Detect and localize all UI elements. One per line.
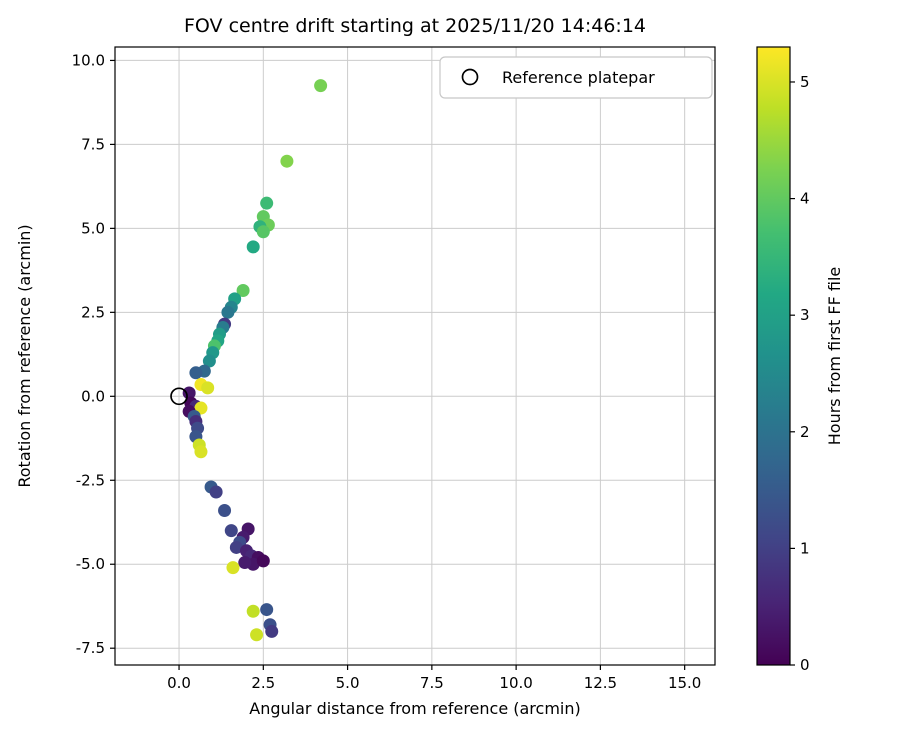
colorbar: 0 1 2 3 4 5 Hours from first FF file [756, 46, 844, 674]
scatter-point [256, 554, 270, 568]
x-tick-label: 15.0 [668, 674, 701, 692]
scatter-point [314, 79, 328, 93]
axes-frame-layer: 0.0 2.5 5.0 7.5 10.0 12.5 15.0 -7.5 -5.0 -2.5 0.0 2… [72, 46, 716, 692]
colorbar-tick-label: 0 [800, 656, 810, 674]
colorbar-gradient [756, 46, 791, 666]
reference-platepar-legend-marker-icon [461, 68, 479, 86]
scatter-points-layer [170, 79, 328, 642]
scatter-point [182, 386, 196, 400]
scatter-point [194, 445, 208, 459]
scatter-point [246, 240, 260, 254]
legend: Reference platepar [439, 56, 713, 99]
x-tick-label: 0.0 [167, 674, 191, 692]
y-tick-label: 7.5 [81, 135, 105, 153]
x-tick-label: 2.5 [251, 674, 275, 692]
y-tick-label: 0.0 [81, 387, 105, 405]
y-tick-label: -5.0 [76, 555, 105, 573]
colorbar-tick-label: 2 [800, 423, 810, 441]
colorbar-tick-label: 3 [800, 306, 810, 324]
scatter-point [260, 196, 274, 210]
scatter-point [221, 305, 235, 319]
reference-platepar-marker [170, 387, 188, 406]
scatter-point [236, 284, 250, 298]
y-tick-label: 2.5 [81, 303, 105, 321]
y-tick-label: 5.0 [81, 219, 105, 237]
scatter-point [246, 604, 260, 618]
scatter-point [226, 561, 240, 575]
scatter-point [256, 225, 270, 239]
scatter-point [280, 154, 294, 168]
chart-title: FOV centre drift starting at 2025/11/20 … [184, 15, 646, 37]
x-tick-label: 10.0 [499, 674, 532, 692]
y-tick-label: -7.5 [76, 639, 105, 657]
scatter-point [201, 381, 215, 395]
x-axis-label: Angular distance from reference (arcmin) [249, 699, 580, 718]
x-tick-label: 12.5 [584, 674, 617, 692]
scatter-point [202, 354, 216, 368]
scatter-point [238, 556, 252, 570]
colorbar-tick-label: 5 [800, 73, 810, 91]
grid-layer [115, 47, 715, 665]
axes-frame [114, 46, 716, 666]
legend-box [439, 56, 713, 99]
scatter-point [250, 628, 264, 642]
scatter-point [265, 624, 279, 638]
y-axis-label: Rotation from reference (arcmin) [15, 224, 34, 487]
x-tick-label: 7.5 [420, 674, 444, 692]
colorbar-tick-label: 1 [800, 539, 810, 557]
colorbar-label: Hours from first FF file [825, 267, 844, 446]
x-tick-label: 5.0 [336, 674, 360, 692]
y-tick-label: -2.5 [76, 471, 105, 489]
legend-label: Reference platepar [502, 68, 655, 87]
scatter-point [229, 540, 243, 554]
colorbar-ticks: 0 1 2 3 4 5 [790, 73, 810, 674]
colorbar-tick-label: 4 [800, 190, 810, 208]
scatter-point [189, 366, 203, 380]
scatter-point [218, 504, 232, 517]
scatter-point [224, 524, 238, 538]
scatter-point [260, 603, 274, 617]
scatter-point [209, 485, 223, 499]
y-tick-label: 10.0 [72, 51, 105, 69]
